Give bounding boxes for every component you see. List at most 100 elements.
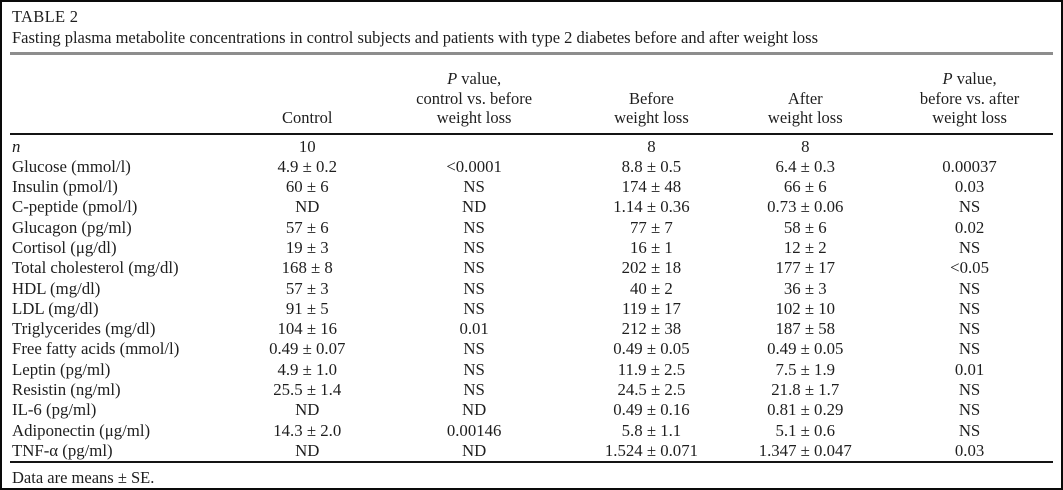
table-cell: 8.8 ± 0.5 bbox=[621, 156, 682, 176]
table-row: LDL (mg/dl) 91 ± 5 NS 119 ± 17 102 ± 10 NS bbox=[10, 299, 1053, 319]
table-row: n 10 8 8 bbox=[10, 134, 1053, 157]
table-cell: 168 ± 8 bbox=[281, 258, 333, 278]
table-cell: 0.49 ± 0.05 bbox=[767, 339, 844, 359]
table-cell: NS bbox=[958, 319, 981, 339]
table-row: Triglycerides (mg/dl) 104 ± 16 0.01 212 ± 3… bbox=[10, 319, 1053, 339]
table-cell: 104 ± 16 bbox=[277, 319, 338, 339]
table-cell bbox=[370, 134, 579, 157]
row-label: LDL (mg/dl) bbox=[12, 298, 99, 318]
title-divider bbox=[10, 52, 1053, 55]
row-label: Resistin (ng/ml) bbox=[12, 380, 121, 400]
table-body: n 10 8 8 Glucose (mmol/l) 4.9 ± 0.2 <0.0001 8.8… bbox=[10, 134, 1053, 462]
table-cell: 0.73 ± 0.06 bbox=[767, 197, 844, 217]
row-label: Total cholesterol (mg/dl) bbox=[12, 258, 179, 278]
row-label: Triglycerides (mg/dl) bbox=[12, 319, 156, 339]
table-cell: 187 ± 58 bbox=[775, 319, 836, 339]
col-header-control: Control bbox=[244, 55, 370, 135]
table-cell: 10 bbox=[298, 136, 316, 156]
table-header: Control P value, control vs. before weig… bbox=[10, 55, 1053, 135]
table-footnote: Data are means ± SE. bbox=[10, 461, 1053, 488]
table-cell: 1.14 ± 0.36 bbox=[613, 197, 690, 217]
table-row: Resistin (ng/ml) 25.5 ± 1.4 NS 24.5 ± 2.5 21… bbox=[10, 380, 1053, 400]
table-cell: NS bbox=[958, 237, 981, 257]
table-cell: 174 ± 48 bbox=[621, 177, 682, 197]
table-cell: 21.8 ± 1.7 bbox=[771, 380, 840, 400]
table-cell: 0.01 bbox=[954, 359, 985, 379]
row-label: n bbox=[12, 136, 21, 156]
row-label: Glucose (mmol/l) bbox=[12, 156, 131, 176]
table-cell: 19 ± 3 bbox=[285, 237, 329, 257]
table-cell: 102 ± 10 bbox=[775, 298, 836, 318]
metabolite-table: Control P value, control vs. before weig… bbox=[10, 55, 1053, 461]
table-cell: 212 ± 38 bbox=[621, 319, 682, 339]
table-cell: 4.9 ± 0.2 bbox=[277, 156, 338, 176]
table-cell: ND bbox=[462, 400, 487, 420]
col-header-after-weight-loss: After weight loss bbox=[724, 55, 887, 135]
table-cell: 1.347 ± 0.047 bbox=[758, 440, 852, 460]
table-cell: 25.5 ± 1.4 bbox=[273, 380, 342, 400]
table-cell: 91 ± 5 bbox=[285, 298, 329, 318]
col-header-pvalue-before-after: P value, before vs. after weight loss bbox=[886, 55, 1053, 135]
pvalue-symbol: P bbox=[447, 69, 458, 88]
table-cell: ND bbox=[295, 197, 320, 217]
table-cell: 66 ± 6 bbox=[783, 177, 827, 197]
table-cell: ND bbox=[295, 400, 320, 420]
table-cell: 0.03 bbox=[954, 177, 985, 197]
table-row: TNF-α (pg/ml) ND ND 1.524 ± 0.071 1.347 ± 0.… bbox=[10, 441, 1053, 461]
table-cell: NS bbox=[463, 278, 485, 298]
table-cell: 0.01 bbox=[459, 319, 489, 339]
row-label: Cortisol (μg/dl) bbox=[12, 237, 117, 257]
table-cell: NS bbox=[958, 278, 981, 298]
pvalue-symbol: P bbox=[942, 69, 953, 88]
header-row: Control P value, control vs. before weig… bbox=[10, 55, 1053, 135]
table-cell: 0.00146 bbox=[446, 420, 502, 440]
table-cell: 0.02 bbox=[954, 217, 985, 237]
table-cell: NS bbox=[958, 400, 981, 420]
table-row: Total cholesterol (mg/dl) 168 ± 8 NS 202 ± … bbox=[10, 258, 1053, 278]
table-cell: 60 ± 6 bbox=[285, 177, 329, 197]
table-cell: 202 ± 18 bbox=[621, 258, 682, 278]
table-cell: NS bbox=[463, 339, 485, 359]
table-cell: NS bbox=[958, 197, 981, 217]
table-row: Leptin (pg/ml) 4.9 ± 1.0 NS 11.9 ± 2.5 7.5 ±… bbox=[10, 360, 1053, 380]
table-label: TABLE 2 bbox=[12, 7, 79, 26]
row-label: Insulin (pmol/l) bbox=[12, 177, 118, 197]
table-cell: NS bbox=[463, 359, 485, 379]
table-cell: 77 ± 7 bbox=[630, 217, 673, 237]
table-cell: 11.9 ± 2.5 bbox=[617, 359, 686, 379]
table-cell: 0.49 ± 0.05 bbox=[613, 339, 690, 359]
table-cell: 24.5 ± 2.5 bbox=[617, 380, 686, 400]
table-cell: NS bbox=[463, 177, 485, 197]
table-row: Free fatty acids (mmol/l) 0.49 ± 0.07 NS 0.… bbox=[10, 339, 1053, 359]
table-cell: 0.81 ± 0.29 bbox=[767, 400, 844, 420]
table-cell: 16 ± 1 bbox=[630, 237, 673, 257]
col-header-before-weight-loss: Before weight loss bbox=[578, 55, 725, 135]
table-row: Glucagon (pg/ml) 57 ± 6 NS 77 ± 7 58 ± 6 0.02 bbox=[10, 218, 1053, 238]
row-label: Leptin (pg/ml) bbox=[12, 359, 111, 379]
table-row: HDL (mg/dl) 57 ± 3 NS 40 ± 2 36 ± 3 NS bbox=[10, 279, 1053, 299]
table-cell: 8 bbox=[647, 136, 656, 156]
table-cell: NS bbox=[463, 258, 485, 278]
table-cell: NS bbox=[463, 380, 485, 400]
table-cell: NS bbox=[958, 420, 981, 440]
col-header-empty bbox=[10, 55, 245, 135]
row-label: Adiponectin (μg/ml) bbox=[12, 420, 151, 440]
table-cell: NS bbox=[958, 298, 981, 318]
table-title-block: TABLE 2 Fasting plasma metabolite concen… bbox=[2, 2, 1061, 50]
table-row: Insulin (pmol/l) 60 ± 6 NS 174 ± 48 66 ± 6 0.… bbox=[10, 177, 1053, 197]
row-label: C-peptide (pmol/l) bbox=[12, 197, 138, 217]
table-cell: NS bbox=[463, 298, 485, 318]
row-label: Free fatty acids (mmol/l) bbox=[12, 339, 180, 359]
table-cell: 4.9 ± 1.0 bbox=[277, 359, 338, 379]
table-cell: 57 ± 3 bbox=[285, 278, 329, 298]
table-cell: 8 bbox=[801, 136, 810, 156]
table-row: Cortisol (μg/dl) 19 ± 3 NS 16 ± 1 12 ± 2 NS bbox=[10, 238, 1053, 258]
table-cell: NS bbox=[463, 237, 485, 257]
table-cell: 12 ± 2 bbox=[783, 237, 827, 257]
table-cell: 14.3 ± 2.0 bbox=[273, 420, 342, 440]
row-label: TNF-α (pg/ml) bbox=[12, 440, 113, 460]
table-cell: 57 ± 6 bbox=[285, 217, 329, 237]
table-cell: 58 ± 6 bbox=[783, 217, 827, 237]
table-cell: 119 ± 17 bbox=[621, 298, 681, 318]
table-cell: <0.05 bbox=[950, 258, 989, 278]
